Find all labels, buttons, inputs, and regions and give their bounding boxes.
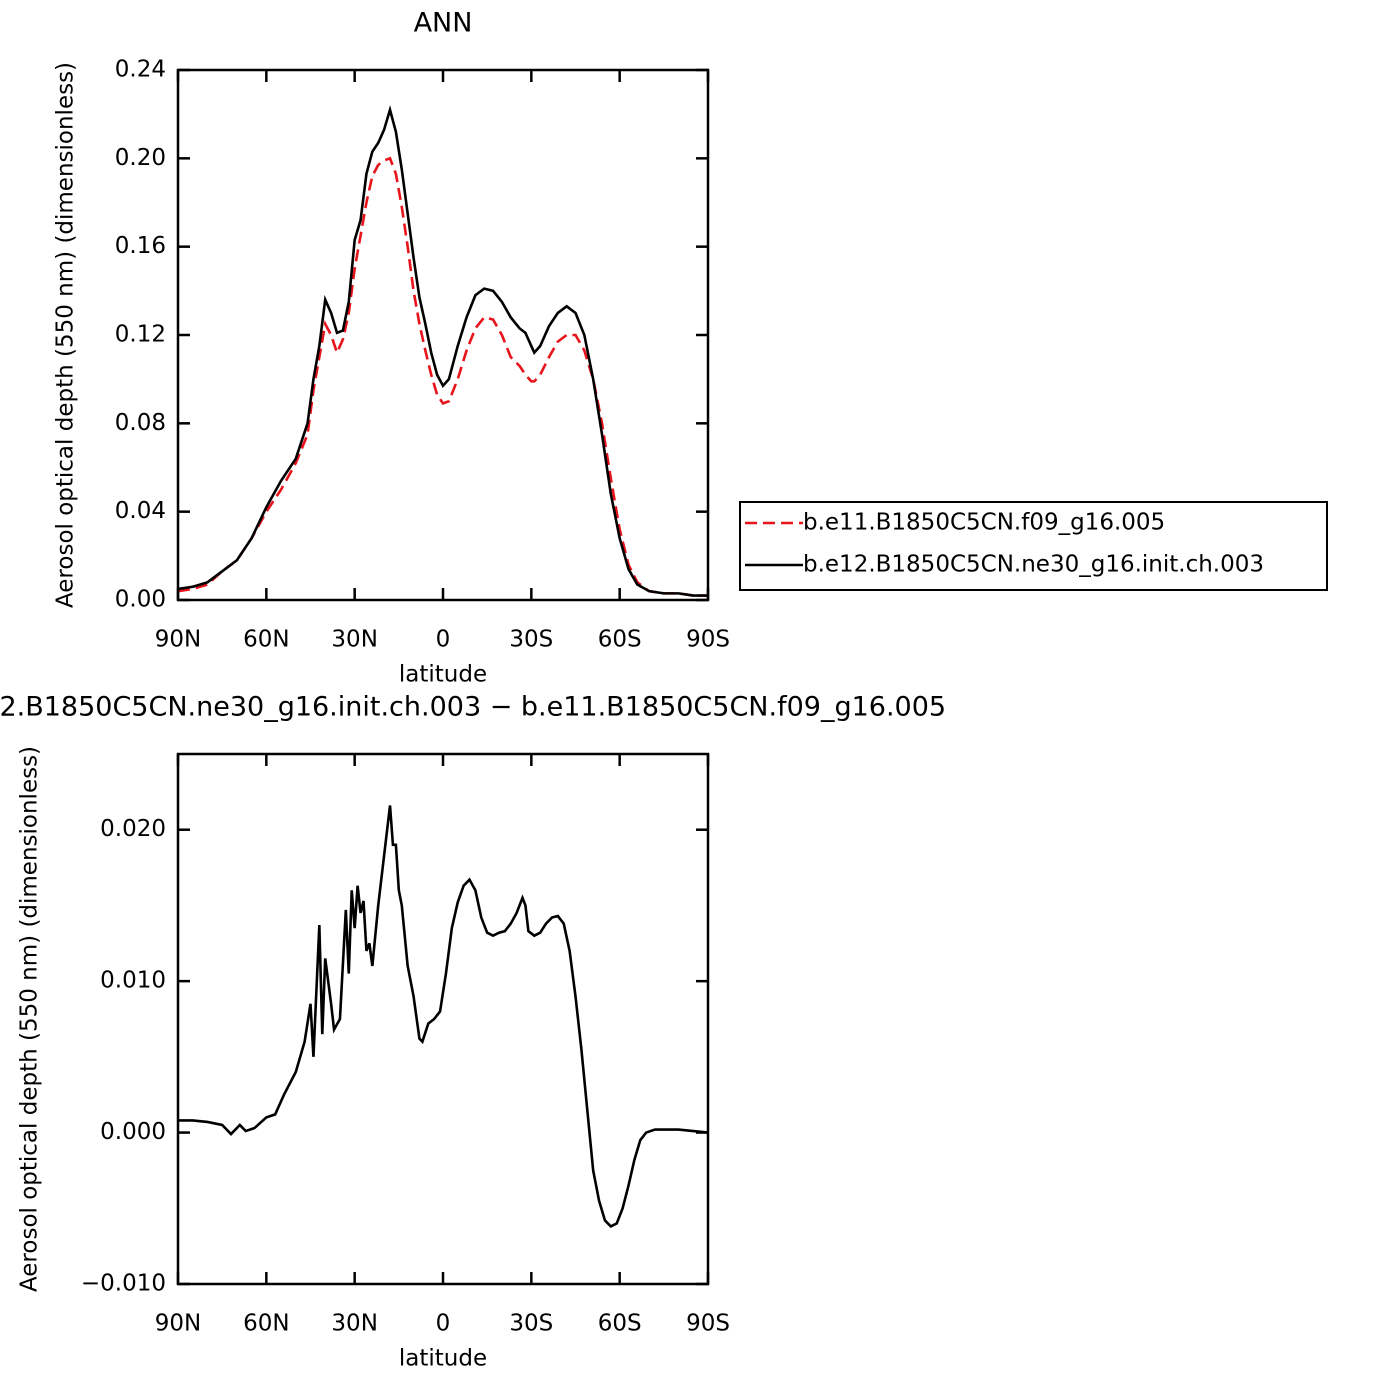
y-tick-label: 0.000 <box>100 1119 166 1145</box>
x-tick-label: 90N <box>155 627 201 653</box>
y-tick-label: 0.020 <box>100 816 166 842</box>
data-line <box>178 805 709 1229</box>
y-tick-label: 0.04 <box>115 498 166 524</box>
x-tick-label: 0 <box>436 1311 451 1337</box>
y-axis-label: Aerosol optical depth (550 nm) (dimensio… <box>17 746 43 1292</box>
y-tick-label: 0.16 <box>115 233 166 259</box>
x-tick-label: 30S <box>509 1311 553 1337</box>
chart-title: ANN <box>414 8 473 39</box>
x-tick-label: 0 <box>436 627 451 653</box>
x-tick-label: 90N <box>155 1311 201 1337</box>
plot-frame <box>176 752 710 1286</box>
legend-label: b.e11.B1850C5CN.f09_g16.005 <box>803 510 1165 536</box>
y-tick-label: 0.010 <box>100 968 166 994</box>
legend-label: b.e12.B1850C5CN.ne30_g16.init.ch.003 <box>803 552 1264 578</box>
x-tick-label: 60N <box>243 1311 289 1337</box>
data-line <box>177 104 708 597</box>
data-line <box>177 156 708 597</box>
plot-frame <box>176 68 710 602</box>
x-tick-label: 90S <box>686 627 730 653</box>
y-tick-label: 0.12 <box>115 322 166 348</box>
y-tick-label: 0.08 <box>115 410 166 436</box>
y-axis-label: Aerosol optical depth (550 nm) (dimensio… <box>53 62 79 608</box>
x-tick-label: 60N <box>243 627 289 653</box>
x-axis-label: latitude <box>399 662 487 688</box>
y-tick-label: −0.010 <box>81 1271 166 1297</box>
x-tick-label: 60S <box>598 1311 642 1337</box>
legend-box <box>739 501 1328 591</box>
x-tick-label: 90S <box>686 1311 730 1337</box>
x-tick-label: 30N <box>331 1311 377 1337</box>
x-tick-label: 60S <box>598 627 642 653</box>
x-axis-label: latitude <box>399 1346 487 1372</box>
y-tick-label: 0.24 <box>115 57 166 83</box>
chart-title: b.e12.B1850C5CN.ne30_g16.init.ch.003 − b… <box>0 692 946 723</box>
x-tick-label: 30N <box>331 627 377 653</box>
y-tick-label: 0.20 <box>115 145 166 171</box>
y-tick-label: 0.00 <box>115 587 166 613</box>
x-tick-label: 30S <box>509 627 553 653</box>
